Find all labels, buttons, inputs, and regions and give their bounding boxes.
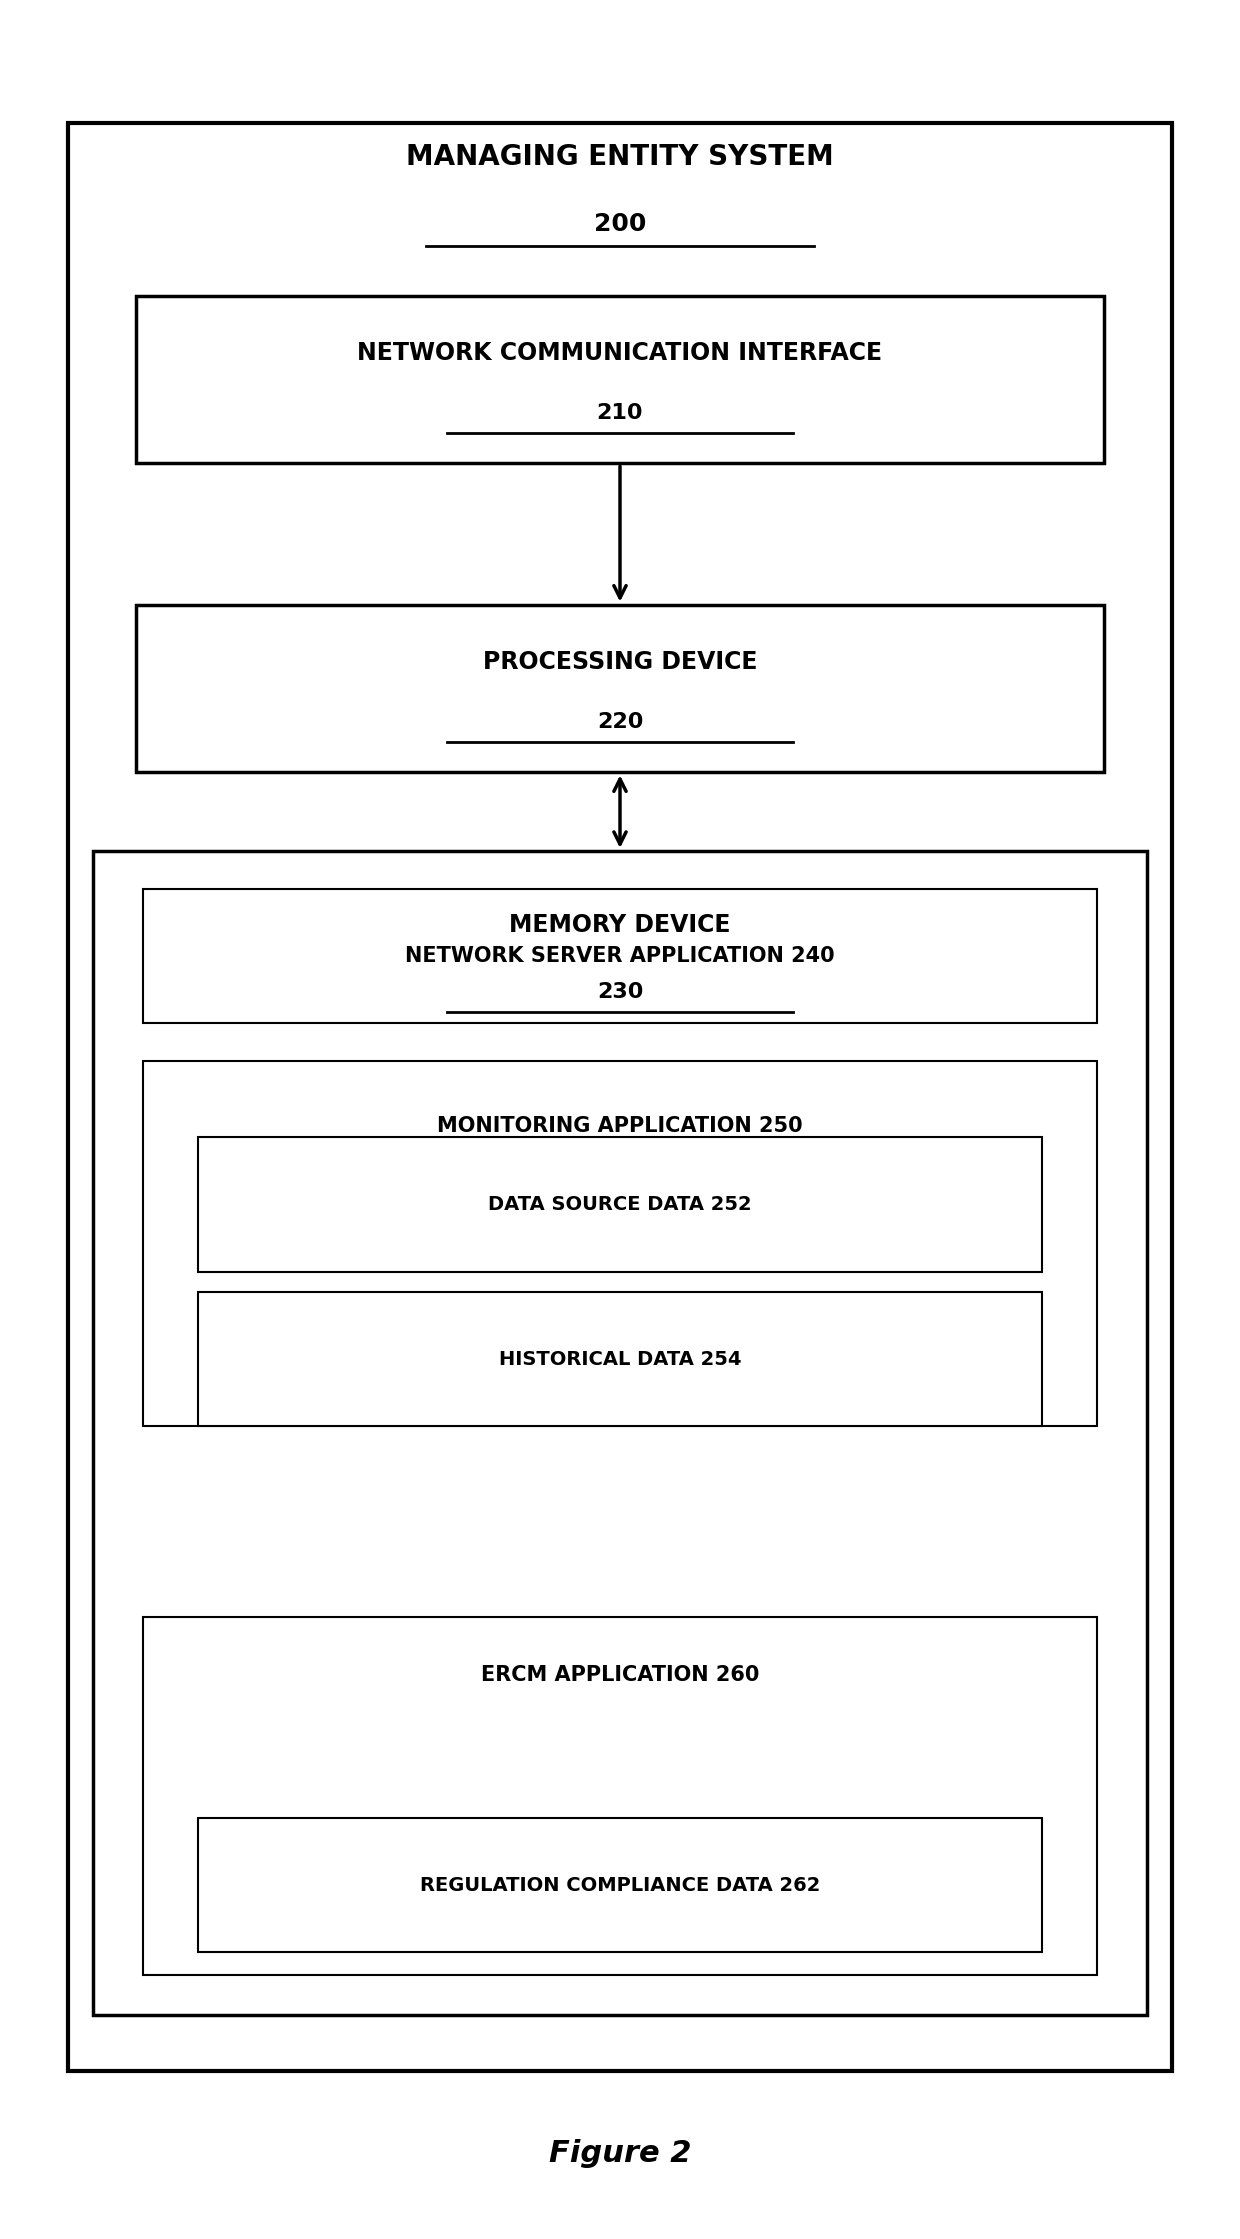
Text: MANAGING ENTITY SYSTEM: MANAGING ENTITY SYSTEM [407, 143, 833, 170]
Text: REGULATION COMPLIANCE DATA 262: REGULATION COMPLIANCE DATA 262 [420, 1876, 820, 1894]
Text: 200: 200 [594, 213, 646, 235]
FancyBboxPatch shape [68, 123, 1172, 2071]
FancyBboxPatch shape [136, 296, 1104, 463]
Text: NETWORK SERVER APPLICATION 240: NETWORK SERVER APPLICATION 240 [405, 947, 835, 965]
FancyBboxPatch shape [198, 1137, 1042, 1272]
Text: 220: 220 [596, 712, 644, 732]
FancyBboxPatch shape [143, 1061, 1097, 1426]
FancyBboxPatch shape [93, 851, 1147, 2015]
Text: Figure 2: Figure 2 [549, 2140, 691, 2167]
FancyBboxPatch shape [143, 889, 1097, 1023]
FancyBboxPatch shape [198, 1818, 1042, 1952]
Text: MEMORY DEVICE: MEMORY DEVICE [510, 914, 730, 936]
Text: 230: 230 [596, 983, 644, 1001]
FancyBboxPatch shape [143, 1617, 1097, 1975]
Text: ERCM APPLICATION 260: ERCM APPLICATION 260 [481, 1666, 759, 1684]
FancyBboxPatch shape [198, 1292, 1042, 1426]
Text: DATA SOURCE DATA 252: DATA SOURCE DATA 252 [489, 1196, 751, 1214]
Text: 210: 210 [596, 403, 644, 423]
Text: NETWORK COMMUNICATION INTERFACE: NETWORK COMMUNICATION INTERFACE [357, 340, 883, 365]
Text: MONITORING APPLICATION 250: MONITORING APPLICATION 250 [438, 1117, 802, 1135]
Text: HISTORICAL DATA 254: HISTORICAL DATA 254 [498, 1350, 742, 1368]
Text: PROCESSING DEVICE: PROCESSING DEVICE [482, 649, 758, 674]
FancyBboxPatch shape [136, 605, 1104, 772]
